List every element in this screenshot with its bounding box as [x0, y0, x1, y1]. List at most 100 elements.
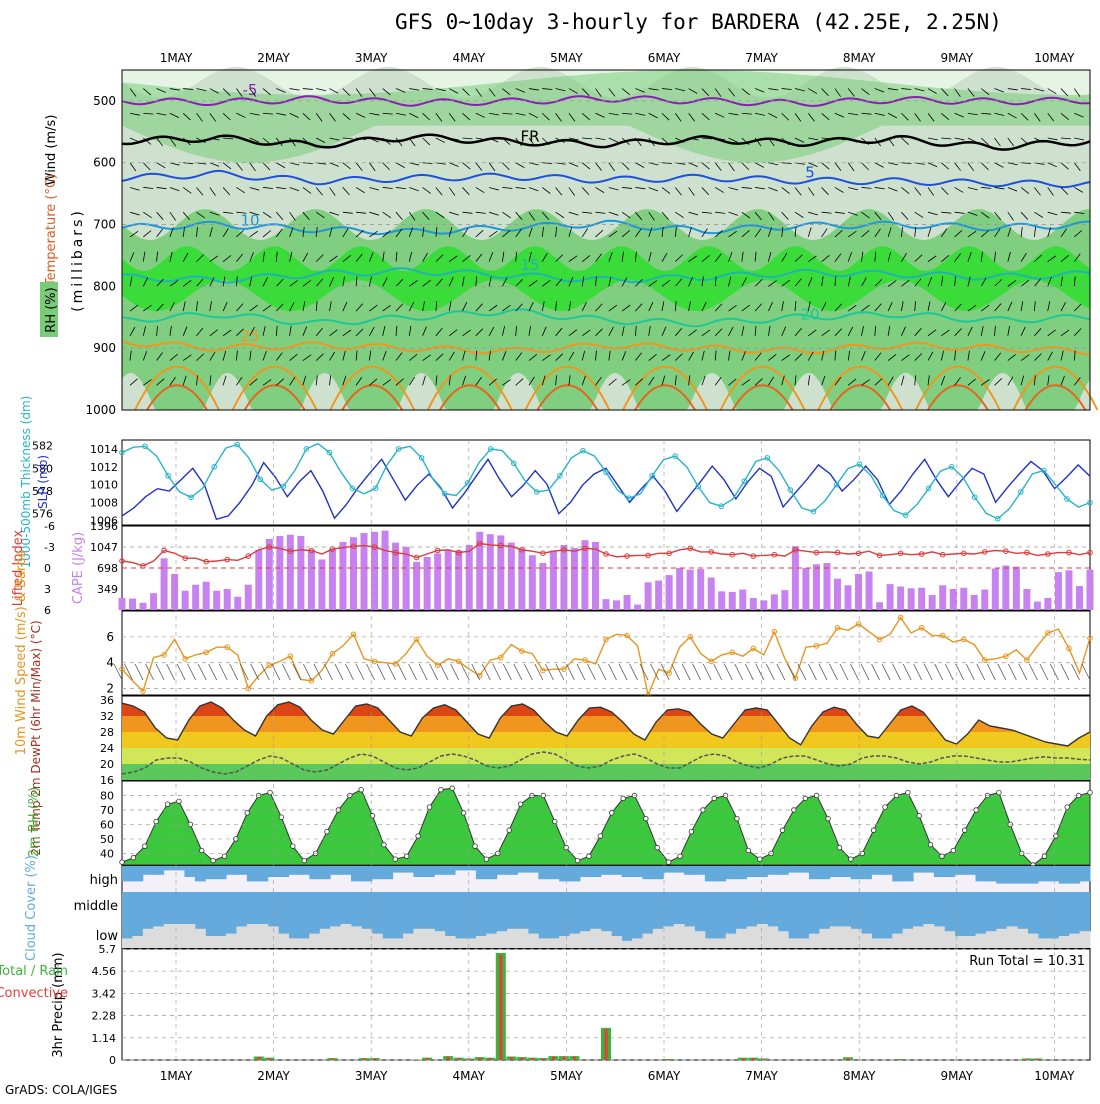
rh-ylabel: 2m RH (%)	[27, 787, 42, 858]
precip-conv-bar	[605, 1029, 608, 1060]
pressure-tick-label: 700	[93, 218, 116, 232]
cloud-high-bar	[226, 866, 237, 875]
rh-point	[746, 848, 751, 853]
cloud-high-bar	[1069, 866, 1080, 884]
precip-conv-bar	[762, 1059, 765, 1060]
rh-point	[393, 857, 398, 862]
cloud-low-bar	[528, 934, 539, 948]
cloud-low-bar	[393, 938, 404, 948]
cape-bar	[1044, 598, 1051, 610]
ua-label-rh: RH (%)	[44, 287, 59, 332]
cloud-ylabel: Cloud Cover (%)	[24, 855, 39, 961]
cloud-high-bar	[455, 866, 466, 870]
cloud-high-bar	[663, 866, 674, 873]
cloud-low-bar	[205, 936, 216, 948]
cloud-high-bar	[1028, 866, 1039, 884]
cloud-high-bar	[632, 866, 643, 877]
cloud-high-bar	[257, 866, 268, 881]
cloud-high-bar	[236, 866, 247, 875]
thickness-tick: 582	[32, 440, 53, 453]
cape-bar	[897, 587, 904, 610]
cloud-high-bar	[413, 866, 424, 877]
cloud-high-bar	[809, 866, 820, 879]
cape-bar	[908, 588, 915, 610]
cape-bar	[781, 590, 788, 610]
precip-conv-bar	[552, 1056, 555, 1060]
rh-point	[575, 858, 580, 863]
cloud-low-bar	[611, 936, 622, 948]
date-label-top: 10MAY	[1034, 51, 1075, 65]
cape-bar	[1034, 602, 1041, 610]
date-label-top: 7MAY	[745, 51, 778, 65]
cloud-high-bar	[507, 866, 518, 875]
cloud-low-bar	[372, 934, 383, 948]
cloud-low-bar	[944, 931, 955, 948]
rh-point	[131, 855, 136, 860]
precip-conv-bar	[447, 1056, 450, 1060]
cape-bar	[729, 592, 736, 610]
cloud-low-bar	[1069, 934, 1080, 948]
cloud-high-bar	[538, 866, 549, 879]
rh-point	[279, 815, 284, 820]
cape-bar	[655, 581, 662, 610]
cloud-high-bar	[382, 866, 393, 879]
rh-point	[222, 854, 227, 859]
cloud-low-bar	[622, 941, 633, 948]
cloud-low-bar	[736, 929, 747, 948]
cape-bar	[645, 582, 652, 610]
precip-conv-bar	[668, 1059, 671, 1060]
cape-bar	[1023, 589, 1030, 610]
temp-color-band	[122, 748, 1090, 764]
cloud-high-bar	[528, 866, 539, 873]
cloud-low-bar	[1059, 936, 1070, 948]
rh-point	[917, 813, 922, 818]
cloud-high-bar	[216, 866, 227, 879]
cape-bar	[234, 597, 241, 610]
cape-bar	[992, 568, 999, 610]
temp-tick: 24	[100, 742, 114, 755]
slp-tick: 1010	[90, 479, 118, 492]
precip-conv-bar	[1036, 1059, 1039, 1060]
cape-tick: 1047	[90, 541, 118, 554]
cloud-low-bar	[268, 926, 279, 948]
cloud-low-bar	[330, 926, 341, 948]
cloud-low-bar	[1028, 934, 1039, 948]
pressure-tick-label: 1000	[85, 403, 116, 417]
rh-tick: 70	[100, 804, 114, 817]
cape-bar	[950, 589, 957, 610]
cloud-high-bar	[1017, 866, 1028, 884]
precip-conv-bar	[373, 1058, 376, 1060]
wind-frame	[122, 611, 1090, 695]
cloud-high-bar	[486, 866, 497, 879]
rh-point	[165, 802, 170, 807]
precip-legend-conv: Convective	[0, 986, 68, 1001]
cloud-low-bar	[278, 934, 289, 948]
pressure-tick-label: 600	[93, 156, 116, 170]
cape-bar	[929, 595, 936, 610]
temp-tick: 16	[100, 774, 114, 787]
cloud-high-bar	[590, 866, 601, 877]
rh-point	[416, 834, 421, 839]
cloud-low-bar	[653, 929, 664, 948]
rh-tick: 80	[100, 789, 114, 802]
cloud-low-bar	[726, 934, 737, 948]
cloud-high-bar	[164, 866, 175, 870]
precip-conv-bar	[499, 955, 502, 1060]
cloud-low-bar	[590, 929, 601, 948]
cloud-low-bar	[851, 929, 862, 948]
cape-tick: 349	[97, 583, 118, 596]
date-label-top: 8MAY	[843, 51, 876, 65]
cape-bar	[171, 574, 178, 610]
temperature-contour-label: 25	[240, 327, 259, 345]
cloud-high-bar	[986, 866, 997, 881]
cape-bar	[592, 542, 599, 610]
wind-tick: 4	[106, 656, 114, 670]
rh-point	[974, 808, 979, 813]
rh-point	[199, 848, 204, 853]
wind-barb-10m	[114, 664, 122, 680]
date-label-bottom: 7MAY	[745, 1069, 778, 1083]
temp-color-band	[122, 764, 1090, 780]
cape-bar	[466, 545, 473, 610]
cape-bar	[245, 585, 252, 610]
